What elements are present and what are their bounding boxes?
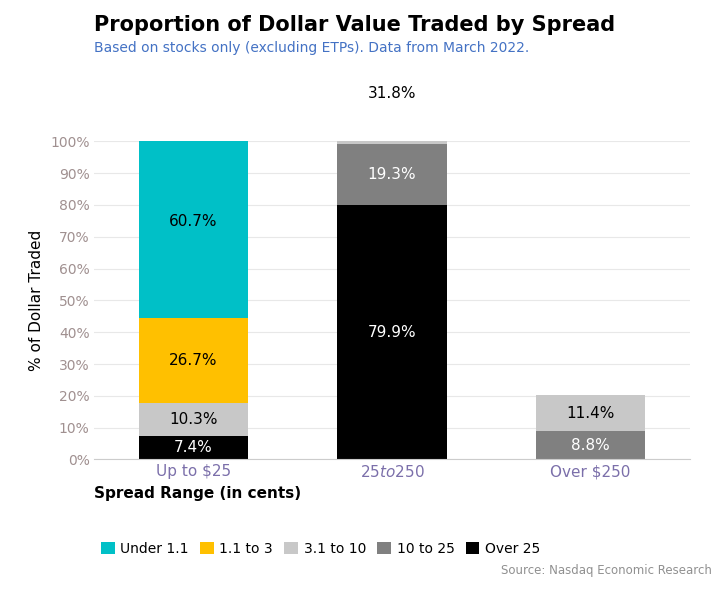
Bar	[338, 0, 446, 43]
Text: Based on stocks only (excluding ETPs). Data from March 2022.: Based on stocks only (excluding ETPs). D…	[94, 41, 530, 55]
Text: 19.3%: 19.3%	[368, 167, 416, 182]
Bar	[338, 206, 446, 459]
Text: 79.9%: 79.9%	[368, 325, 416, 340]
Text: 31.8%: 31.8%	[368, 86, 416, 101]
Bar	[139, 125, 248, 318]
Text: 7.4%: 7.4%	[174, 440, 213, 455]
Y-axis label: % of Dollar Traded: % of Dollar Traded	[30, 230, 44, 371]
Text: 11.4%: 11.4%	[566, 406, 615, 421]
Bar	[139, 436, 248, 459]
Text: 60.7%: 60.7%	[169, 214, 218, 229]
Bar	[338, 144, 446, 206]
Bar	[139, 318, 248, 403]
Text: Source: Nasdaq Economic Research: Source: Nasdaq Economic Research	[501, 564, 711, 577]
Bar	[536, 431, 645, 459]
Text: 26.7%: 26.7%	[169, 353, 218, 368]
Text: 10.3%: 10.3%	[169, 412, 218, 427]
Legend: Under 1.1, 1.1 to 3, 3.1 to 10, 10 to 25, Over 25: Under 1.1, 1.1 to 3, 3.1 to 10, 10 to 25…	[95, 537, 546, 561]
Bar	[338, 43, 446, 144]
Text: Spread Range (in cents): Spread Range (in cents)	[94, 486, 301, 501]
Bar	[536, 395, 645, 431]
Text: Proportion of Dollar Value Traded by Spread: Proportion of Dollar Value Traded by Spr…	[94, 15, 616, 35]
Bar	[139, 403, 248, 436]
Text: 8.8%: 8.8%	[571, 438, 610, 453]
